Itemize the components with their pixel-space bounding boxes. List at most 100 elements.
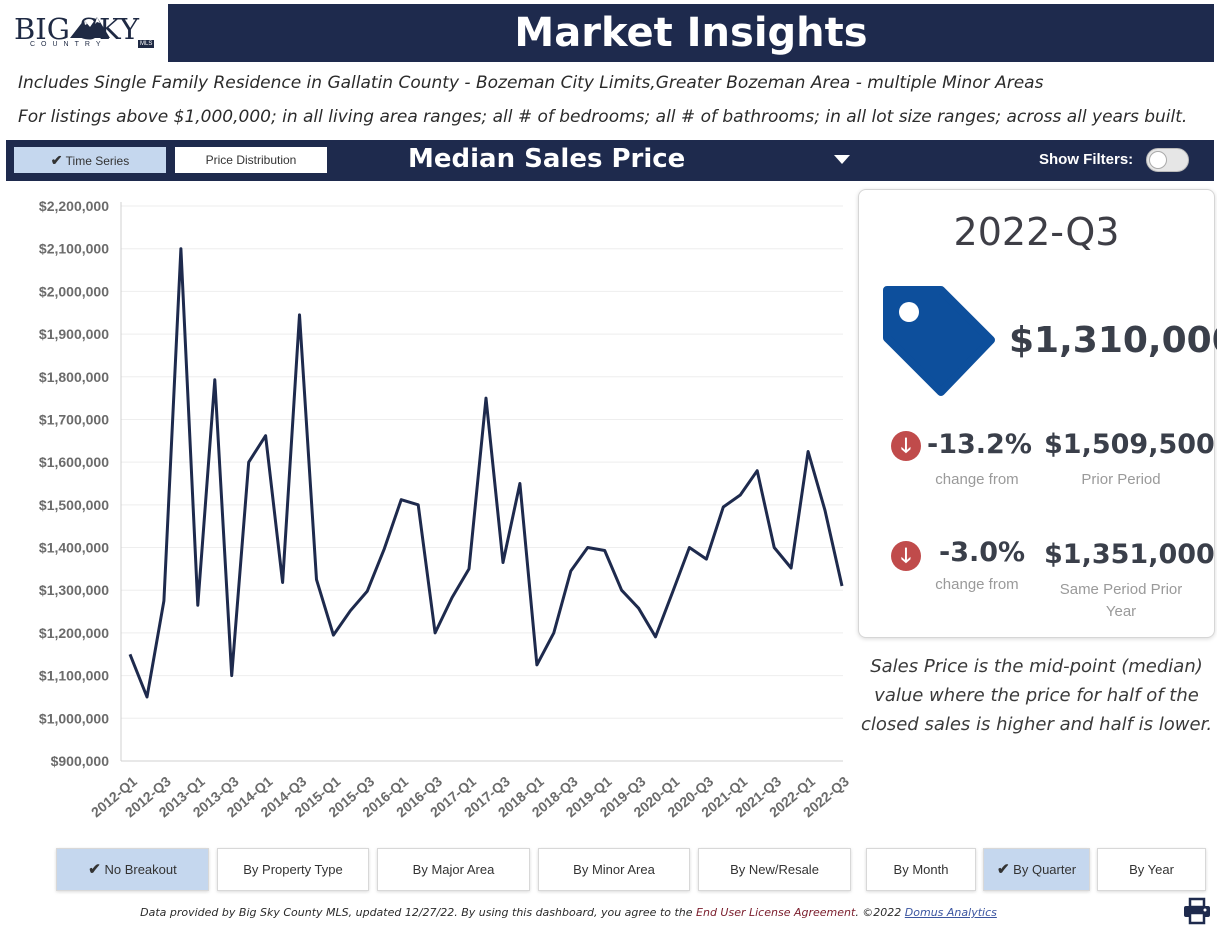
page-title: Market Insights xyxy=(514,10,868,56)
footer: Data provided by Big Sky County MLS, upd… xyxy=(0,906,1217,919)
y-tick-label: $2,100,000 xyxy=(39,241,109,257)
data-point[interactable] xyxy=(279,579,287,587)
breakout-button-property-type[interactable]: By Property Type xyxy=(217,848,369,891)
chevron-down-icon[interactable] xyxy=(834,155,850,164)
breakout-button-none[interactable]: ✔ No Breakout xyxy=(56,848,209,891)
y-tick-label: $2,200,000 xyxy=(39,198,109,214)
y-tick-label: $1,800,000 xyxy=(39,369,109,385)
price-distribution-button[interactable]: Price Distribution xyxy=(175,147,327,173)
data-point[interactable] xyxy=(753,467,761,475)
data-point[interactable] xyxy=(312,576,320,584)
y-tick-label: $1,000,000 xyxy=(39,710,109,726)
chart-svg: $900,000 $1,000,000 $1,100,000 $1,200,000 $1… xyxy=(39,198,852,820)
data-point[interactable] xyxy=(567,567,575,575)
data-point[interactable] xyxy=(194,601,202,609)
check-icon: ✔ xyxy=(88,861,101,878)
data-point[interactable] xyxy=(126,650,134,658)
filter-description-line1: Includes Single Family Residence in Gall… xyxy=(18,73,1044,93)
data-point[interactable] xyxy=(431,629,439,637)
data-point[interactable] xyxy=(719,503,727,511)
data-point[interactable] xyxy=(448,593,456,601)
data-point[interactable] xyxy=(516,480,524,488)
logo-text: BIG SKY xyxy=(14,12,140,46)
data-point[interactable] xyxy=(160,597,168,605)
data-point[interactable] xyxy=(702,555,710,563)
data-point[interactable] xyxy=(736,491,744,499)
time-series-button[interactable]: ✔ Time Series xyxy=(14,147,166,173)
median-price-chart: $900,000 $1,000,000 $1,100,000 $1,200,000 $1… xyxy=(0,188,858,838)
y-tick-label: $1,500,000 xyxy=(39,497,109,513)
yoy-value: $1,351,000 xyxy=(1044,539,1215,570)
data-point[interactable] xyxy=(618,586,626,594)
yoy-caption: Same Period Prior Year xyxy=(1059,581,1183,620)
data-point[interactable] xyxy=(482,394,490,402)
y-tick-label: $1,300,000 xyxy=(39,582,109,598)
filter-description-line2: For listings above $1,000,000; in all li… xyxy=(18,107,1188,127)
data-point[interactable] xyxy=(838,582,846,590)
y-tick-label: $1,600,000 xyxy=(39,454,109,470)
show-filters-label: Show Filters: xyxy=(1039,151,1134,168)
y-tick-label: $1,400,000 xyxy=(39,540,109,556)
data-point[interactable] xyxy=(668,588,676,596)
breakout-label: No Breakout xyxy=(104,862,177,877)
show-filters-toggle[interactable] xyxy=(1146,148,1189,172)
data-point[interactable] xyxy=(143,693,151,701)
period-label: By Quarter xyxy=(1013,862,1077,877)
data-point[interactable] xyxy=(550,629,558,637)
data-point[interactable] xyxy=(228,672,236,680)
data-point[interactable] xyxy=(533,661,541,669)
logo: BIG SKY COUNTRY MLS xyxy=(0,0,166,66)
printer-icon[interactable] xyxy=(1183,897,1211,925)
period-button-year[interactable]: By Year xyxy=(1097,848,1206,891)
data-point[interactable] xyxy=(804,447,812,455)
prior-change-caption: change from xyxy=(935,471,1019,488)
data-point[interactable] xyxy=(821,506,829,514)
yoy-change-caption: change from xyxy=(935,576,1019,593)
data-point[interactable] xyxy=(770,544,778,552)
kpi-value: $1,310,000 xyxy=(1009,320,1217,361)
data-point[interactable] xyxy=(177,245,185,253)
data-point[interactable] xyxy=(211,376,219,384)
prior-caption: Prior Period xyxy=(1081,471,1161,488)
breakout-button-minor-area[interactable]: By Minor Area xyxy=(538,848,690,891)
data-point[interactable] xyxy=(363,587,371,595)
toggle-knob xyxy=(1149,151,1167,169)
data-point[interactable] xyxy=(584,544,592,552)
metric-select[interactable]: Median Sales Price xyxy=(408,144,686,174)
data-point[interactable] xyxy=(397,496,405,504)
data-point[interactable] xyxy=(296,311,304,319)
breakout-button-new-resale[interactable]: By New/Resale xyxy=(698,848,851,891)
median-price-line[interactable] xyxy=(128,247,844,699)
title-bar: Market Insights xyxy=(168,4,1214,62)
price-tag-icon xyxy=(883,286,995,396)
definition-note: Sales Price is the mid-point (median) va… xyxy=(860,656,1213,735)
down-arrow-icon: 🡓 xyxy=(891,541,921,571)
data-point[interactable] xyxy=(787,564,795,572)
data-point[interactable] xyxy=(346,607,354,615)
data-point[interactable] xyxy=(245,458,253,466)
y-tick-label: $1,700,000 xyxy=(39,411,109,427)
data-point[interactable] xyxy=(414,501,422,509)
y-tick-label: $1,200,000 xyxy=(39,625,109,641)
data-point[interactable] xyxy=(262,432,270,440)
breakout-button-major-area[interactable]: By Major Area xyxy=(377,848,530,891)
data-point[interactable] xyxy=(635,604,643,612)
prior-change-pct: -13.2% xyxy=(927,429,1032,460)
data-point[interactable] xyxy=(652,633,660,641)
data-point[interactable] xyxy=(685,544,693,552)
data-point[interactable] xyxy=(380,545,388,553)
logo-badge: MLS xyxy=(138,40,155,48)
vendor-link[interactable]: Domus Analytics xyxy=(904,906,997,919)
y-tick-label: $900,000 xyxy=(51,753,110,769)
data-point[interactable] xyxy=(601,547,609,555)
kpi-card: 2022-Q3 $1,310,000 🡓 -13.2% $1,509,500 c… xyxy=(858,189,1217,638)
data-point[interactable] xyxy=(499,558,507,566)
data-point[interactable] xyxy=(465,565,473,573)
footer-text-2: . ©2022 xyxy=(855,906,905,919)
period-button-month[interactable]: By Month xyxy=(866,848,976,891)
mountain-icon xyxy=(70,17,110,38)
logo-subtext: COUNTRY xyxy=(30,41,107,48)
eula-link[interactable]: End User License Agreement xyxy=(696,906,856,919)
data-point[interactable] xyxy=(329,631,337,639)
period-button-quarter[interactable]: ✔ By Quarter xyxy=(983,848,1090,891)
